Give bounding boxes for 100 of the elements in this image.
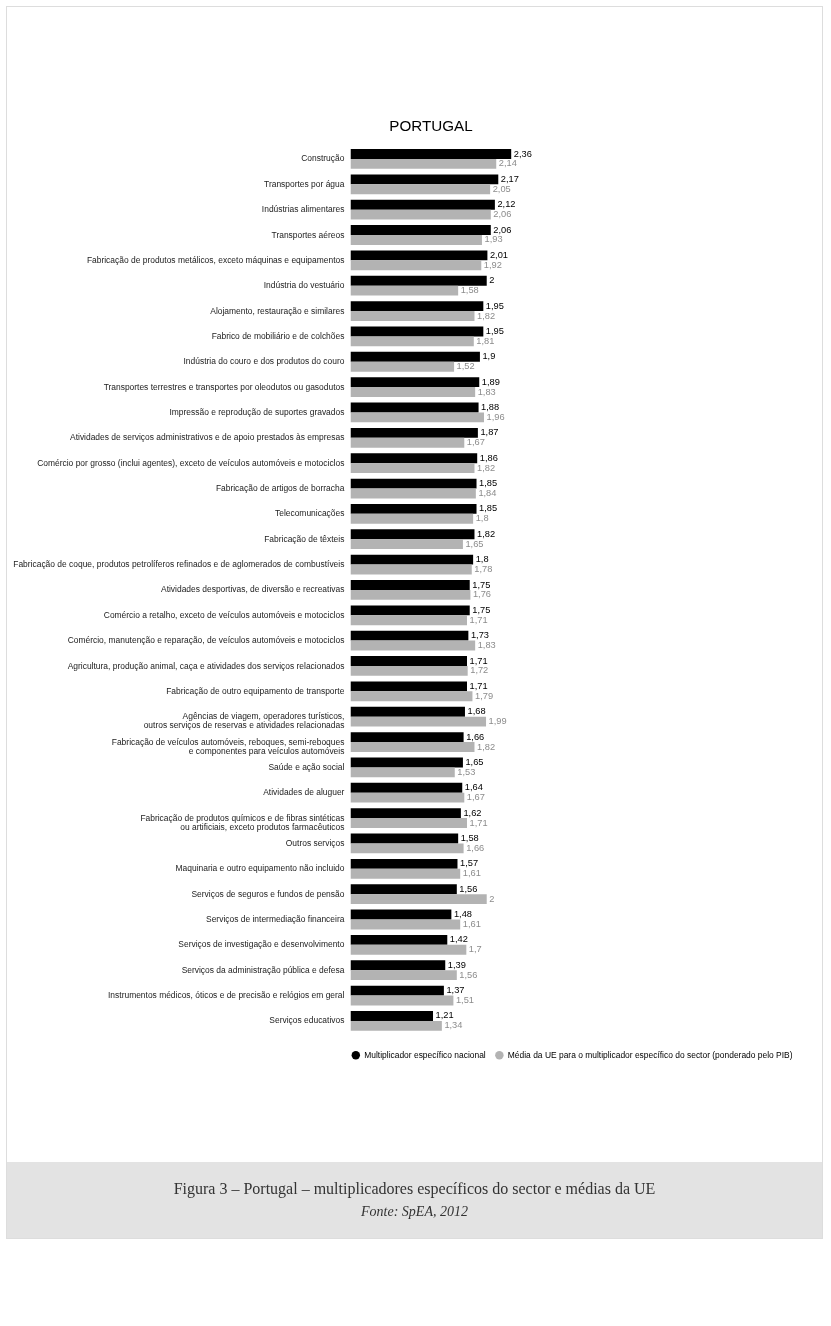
data-label: 1,95 <box>485 300 504 311</box>
data-label: 2,06 <box>493 224 512 235</box>
data-label: 1,66 <box>466 731 485 742</box>
y-tick-label: Fabricação de artigos de borracha <box>215 483 345 494</box>
bar <box>350 336 474 347</box>
y-tick-label: Indústria do vestuário <box>263 280 345 291</box>
y-tick-label: Comércio por grosso (inclui agentes), exceto de veículos automóveis e motociclos <box>37 457 345 468</box>
data-label: 1,82 <box>477 741 496 752</box>
bar <box>350 681 468 692</box>
y-tick-label: Transportes terrestres e transportes por oleodutos ou gasodutos <box>103 381 345 392</box>
data-label: 1,72 <box>470 665 489 676</box>
bar <box>350 503 477 514</box>
data-label: 1,78 <box>474 564 493 575</box>
data-label: 1,8 <box>475 513 489 524</box>
bar <box>350 919 461 930</box>
bar <box>350 275 487 286</box>
data-label: 2,06 <box>493 209 512 220</box>
data-label: 1,71 <box>469 680 488 691</box>
y-tick-label: Agricultura, produção animal, caça e atividades dos serviços relacionados <box>67 660 345 671</box>
bar <box>350 174 499 185</box>
data-label: 1,57 <box>460 858 479 869</box>
data-label: 1,95 <box>485 326 504 336</box>
bar <box>350 934 448 945</box>
y-tick-label: Impressão e reprodução de suportes gravados <box>169 407 345 417</box>
y-tick-label: Agências de viagem, operadores turísticos, outros serviços de reservas e atividades relacionadas <box>143 711 345 731</box>
bar <box>350 985 444 996</box>
bar <box>350 630 469 641</box>
bar <box>350 412 484 423</box>
bar <box>350 301 484 312</box>
bar <box>350 665 468 676</box>
data-label: 1,83 <box>477 386 496 397</box>
bar <box>350 184 491 195</box>
bar <box>350 260 482 271</box>
data-label: 1,9 <box>482 351 496 362</box>
y-tick-label: Indústrias alimentares <box>261 204 345 215</box>
bar <box>350 387 476 397</box>
bar <box>350 995 454 1006</box>
y-tick-label: Construção <box>301 153 345 164</box>
y-tick-label: Comércio a retalho, exceto de veículos automóveis e motociclos <box>103 609 345 620</box>
data-label: 1,67 <box>466 792 485 803</box>
chart-title: PORTUGAL <box>389 117 473 135</box>
bar <box>350 311 475 321</box>
data-label: 1,75 <box>472 579 491 590</box>
data-label: 1,71 <box>469 817 488 828</box>
data-label: 1,61 <box>462 918 481 929</box>
data-label: 1,58 <box>460 833 479 844</box>
bar <box>350 427 478 438</box>
y-tick-label: Transportes por água <box>264 178 345 189</box>
bar <box>350 554 474 565</box>
bar <box>350 285 459 296</box>
y-tick-label: Serviços educativos <box>269 1015 345 1026</box>
data-label: 1,89 <box>481 376 500 387</box>
data-label: 1,48 <box>453 909 472 920</box>
data-label: 1,85 <box>479 503 498 514</box>
bar <box>350 463 475 474</box>
data-label: 2,01 <box>489 249 509 260</box>
data-label: 1,56 <box>459 969 478 980</box>
data-label: 1,71 <box>469 655 488 666</box>
data-label: 1,75 <box>472 604 491 615</box>
data-label: 1,51 <box>455 995 475 1006</box>
data-label: 1,82 <box>477 310 496 321</box>
data-label: 1,93 <box>484 234 503 245</box>
data-label: 1,66 <box>466 842 485 853</box>
bar <box>350 1020 442 1031</box>
bar <box>350 691 473 702</box>
legend-label: Média da UE para o multiplicador específico do sector (ponderado pelo PIB) <box>507 1049 793 1060</box>
bar <box>350 706 465 717</box>
y-tick-label: Maquinaria e outro equipamento não incluido <box>175 863 345 874</box>
y-tick-label: Alojamento, restauração e similares <box>210 305 345 316</box>
bar <box>350 843 464 854</box>
data-label: 1,87 <box>480 427 499 438</box>
data-label: 1,56 <box>459 883 478 894</box>
data-label: 1,73 <box>470 630 489 641</box>
y-tick-label: Fabricação de coque, produtos petrolíferos refinados e de aglomerados de combustíveis <box>13 559 345 570</box>
data-label: 1,82 <box>477 528 496 539</box>
bar <box>350 615 468 626</box>
y-tick-label: Outros serviços <box>285 837 345 848</box>
data-label: 1,92 <box>483 259 502 270</box>
bar <box>350 767 455 778</box>
y-tick-label: Atividades de aluguer <box>263 787 345 798</box>
bar <box>350 351 480 362</box>
data-label: 2 <box>489 275 495 286</box>
bar <box>350 235 482 245</box>
bar <box>350 944 467 955</box>
bar <box>350 970 457 981</box>
data-label: 2 <box>489 893 495 904</box>
y-tick-label: Serviços de seguros e fundos de pensão <box>191 888 345 899</box>
y-tick-label: Fabricação de produtos químicos e de fibras sintéticas ou artificiais, exceto produtos farmacêuticos <box>140 812 345 832</box>
y-tick-label: Telecomunicações <box>274 508 345 519</box>
data-label: 1,65 <box>465 756 484 767</box>
data-label: 1,76 <box>472 589 492 600</box>
bar <box>350 478 477 489</box>
data-label: 1,82 <box>477 462 496 473</box>
bar <box>350 605 470 616</box>
data-label: 2,12 <box>497 199 516 210</box>
bar <box>350 1011 434 1021</box>
bar <box>350 818 468 828</box>
bar <box>350 437 465 448</box>
y-tick-label: Fabricação de produtos metálicos, exceto máquinas e equipamentos <box>86 254 345 265</box>
y-tick-label: Saúde e ação social <box>268 761 345 772</box>
